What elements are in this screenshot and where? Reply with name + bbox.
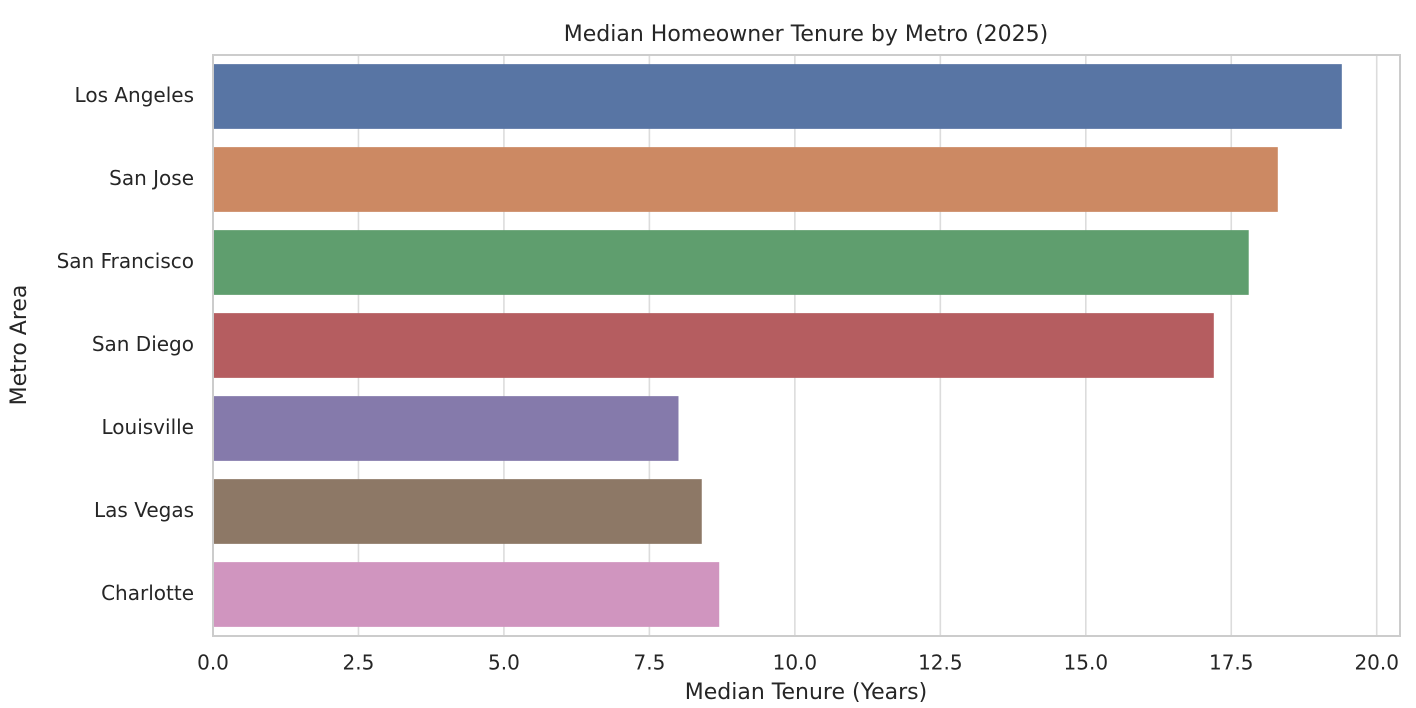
x-tick-label: 2.5: [343, 651, 375, 675]
y-axis-label: Metro Area: [7, 285, 32, 406]
y-tick-label: San Jose: [109, 166, 194, 190]
bar: [213, 479, 702, 544]
plot-frame: [212, 54, 1401, 637]
x-axis-label: Median Tenure (Years): [685, 680, 927, 705]
x-tick-label: 5.0: [488, 651, 520, 675]
y-tick-label: Louisville: [102, 415, 195, 439]
x-tick-label: 7.5: [633, 651, 665, 675]
chart-title: Median Homeowner Tenure by Metro (2025): [564, 22, 1048, 47]
bar: [213, 562, 720, 627]
x-tick-label: 20.0: [1354, 651, 1399, 675]
y-tick-label: Charlotte: [101, 581, 194, 605]
x-tick-label: 17.5: [1209, 651, 1254, 675]
x-tick-label: 15.0: [1064, 651, 1109, 675]
x-tick-label: 10.0: [773, 651, 818, 675]
x-tick-label: 0.0: [197, 651, 229, 675]
bar: [213, 64, 1342, 129]
x-tick-label: 12.5: [918, 651, 963, 675]
y-tick-label: Las Vegas: [94, 498, 194, 522]
bar: [213, 313, 1214, 378]
bar: [213, 147, 1278, 212]
bar: [213, 230, 1249, 295]
y-tick-label: San Diego: [92, 332, 194, 356]
bar: [213, 396, 679, 461]
y-tick-label: Los Angeles: [75, 83, 194, 107]
y-tick-label: San Francisco: [57, 249, 194, 273]
